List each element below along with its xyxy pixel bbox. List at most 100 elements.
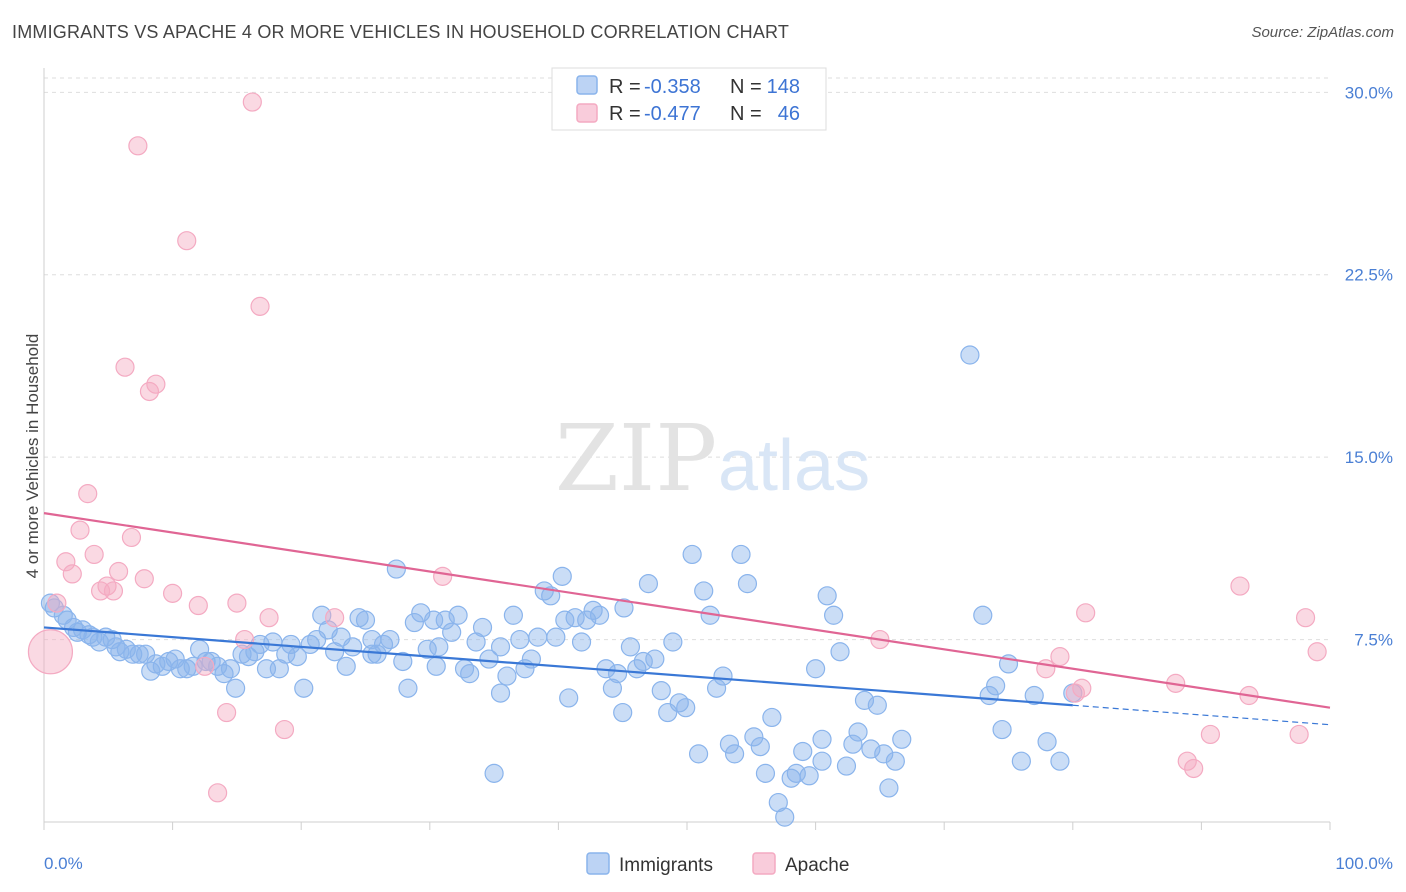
y-axis-title: 4 or more Vehicles in Household bbox=[23, 334, 42, 579]
data-point-immigrants bbox=[848, 722, 868, 742]
data-point-immigrants bbox=[129, 644, 149, 664]
data-point-immigrants bbox=[836, 756, 857, 776]
data-point-immigrants bbox=[484, 763, 504, 783]
data-point-apache bbox=[78, 484, 98, 504]
data-point-immigrants bbox=[676, 698, 696, 718]
data-point-apache bbox=[134, 569, 154, 589]
data-point-immigrants bbox=[885, 751, 905, 771]
y-tick-label: 22.5% bbox=[1345, 266, 1393, 285]
data-point-immigrants bbox=[528, 627, 548, 647]
data-point-immigrants bbox=[1050, 751, 1070, 771]
data-point-immigrants bbox=[183, 656, 203, 676]
bottom-legend: Immigrants Apache bbox=[586, 852, 849, 876]
data-point-apache bbox=[1184, 758, 1204, 779]
data-point-apache bbox=[1050, 647, 1070, 667]
x-tick-label-max: 100.0% bbox=[1335, 854, 1393, 873]
data-point-apache bbox=[1036, 659, 1056, 679]
data-point-apache bbox=[235, 629, 255, 650]
data-point-apache bbox=[115, 357, 135, 377]
data-point-immigrants bbox=[559, 688, 579, 708]
source-label: Source: ZipAtlas.com bbox=[1251, 24, 1394, 41]
data-point-immigrants bbox=[973, 605, 993, 625]
data-point-immigrants bbox=[435, 610, 455, 630]
data-point-immigrants bbox=[398, 678, 418, 698]
x-tick-label-min: 0.0% bbox=[44, 854, 83, 873]
data-point-apache bbox=[27, 629, 74, 675]
data-point-immigrants bbox=[744, 727, 764, 747]
y-tick-label: 30.0% bbox=[1345, 83, 1393, 102]
legend-n-label: N = bbox=[730, 76, 762, 98]
data-point-immigrants bbox=[426, 656, 446, 676]
data-point-apache bbox=[1295, 608, 1316, 628]
data-point-apache bbox=[259, 608, 279, 628]
axes bbox=[43, 68, 1331, 830]
trend-lines bbox=[43, 512, 1331, 726]
data-point-immigrants bbox=[799, 766, 819, 786]
data-point-immigrants bbox=[336, 656, 356, 676]
watermark-zip: ZIP bbox=[555, 405, 717, 512]
data-point-immigrants bbox=[854, 690, 875, 710]
data-point-apache bbox=[1307, 642, 1327, 662]
data-point-immigrants bbox=[1037, 732, 1057, 752]
data-point-immigrants bbox=[448, 605, 468, 625]
data-point-immigrants bbox=[737, 574, 758, 594]
data-point-apache bbox=[325, 608, 345, 628]
data-point-immigrants bbox=[472, 617, 493, 638]
data-point-apache bbox=[227, 593, 247, 613]
bottom-legend-swatch-apache bbox=[752, 852, 776, 875]
data-point-immigrants bbox=[404, 612, 424, 633]
legend-swatch-apache bbox=[576, 103, 598, 123]
data-point-immigrants bbox=[503, 605, 523, 625]
data-point-immigrants bbox=[386, 559, 406, 579]
data-point-immigrants bbox=[355, 610, 376, 630]
data-point-apache bbox=[188, 595, 208, 616]
data-point-apache bbox=[208, 783, 228, 803]
data-point-immigrants bbox=[713, 666, 733, 686]
legend-swatch-immigrants bbox=[576, 75, 598, 95]
data-point-apache bbox=[1177, 751, 1197, 771]
data-point-immigrants bbox=[555, 610, 575, 630]
data-point-immigrants bbox=[892, 729, 912, 749]
data-points bbox=[27, 92, 1327, 827]
data-point-immigrants bbox=[638, 574, 659, 594]
data-point-apache bbox=[103, 581, 124, 601]
legend-n-value: 148 bbox=[767, 76, 800, 98]
data-point-immigrants bbox=[830, 642, 850, 662]
data-point-immigrants bbox=[602, 678, 623, 698]
data-point-apache bbox=[128, 136, 148, 156]
data-point-immigrants bbox=[793, 741, 813, 762]
data-point-immigrants bbox=[750, 736, 770, 757]
data-point-immigrants bbox=[879, 778, 899, 798]
legend-r-value: -0.358 bbox=[644, 76, 701, 98]
data-point-immigrants bbox=[607, 664, 628, 684]
legend-n-label: N = bbox=[730, 103, 762, 125]
data-point-immigrants bbox=[479, 649, 499, 669]
data-point-apache bbox=[217, 702, 237, 723]
data-point-immigrants bbox=[614, 598, 634, 618]
data-point-immigrants bbox=[429, 637, 449, 657]
legend-r-label: R = bbox=[609, 76, 641, 98]
data-point-immigrants bbox=[1024, 685, 1044, 706]
data-point-immigrants bbox=[824, 605, 844, 625]
legend-n-value: 46 bbox=[778, 103, 800, 125]
data-point-immigrants bbox=[731, 544, 751, 565]
data-point-immigrants bbox=[812, 751, 832, 771]
data-point-immigrants bbox=[960, 345, 980, 365]
data-point-apache bbox=[1072, 678, 1092, 698]
data-point-immigrants bbox=[645, 649, 665, 669]
trend-line-immigrants bbox=[43, 626, 1073, 707]
bottom-legend-label-apache: Apache bbox=[785, 855, 849, 876]
data-point-immigrants bbox=[682, 544, 702, 565]
data-point-immigrants bbox=[755, 763, 776, 783]
data-point-apache bbox=[433, 566, 453, 586]
data-point-apache bbox=[84, 544, 104, 565]
data-point-immigrants bbox=[812, 729, 832, 749]
data-point-immigrants bbox=[220, 659, 241, 679]
data-point-immigrants bbox=[694, 581, 714, 601]
data-point-apache bbox=[242, 92, 262, 112]
data-point-immigrants bbox=[417, 639, 437, 659]
data-point-immigrants bbox=[663, 632, 683, 652]
watermark-atlas: atlas bbox=[718, 426, 870, 506]
legend-r-value: -0.477 bbox=[644, 103, 701, 125]
data-point-apache bbox=[62, 564, 82, 584]
